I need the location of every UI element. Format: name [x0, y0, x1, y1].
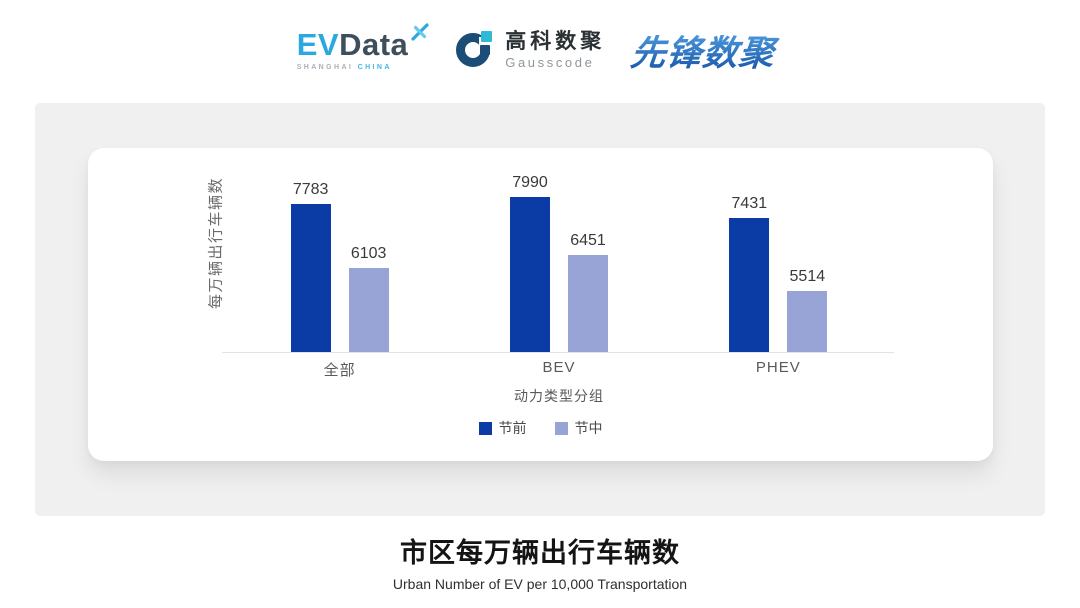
bar-value-label: 7990 — [512, 174, 548, 191]
bar-group-PHEV: 7431 5514 — [669, 181, 888, 352]
gausscode-text: 高科数聚 Gausscode — [505, 30, 605, 70]
category-label-BEV: BEV — [542, 359, 576, 376]
category-label-全部: 全部 — [323, 362, 356, 379]
gausscode-cyan-square — [481, 31, 493, 42]
bar-节前-BEV: 7990 — [509, 174, 550, 352]
xianfeng-logo: 先锋数聚 — [629, 25, 786, 76]
bar-value-label: 6103 — [350, 245, 387, 262]
category-label-PHEV: PHEV — [755, 359, 801, 376]
gausscode-en-name: Gausscode — [505, 55, 595, 71]
chart-title: 市区每万辆出行车辆数 — [400, 538, 680, 568]
legend-label: 节前 — [498, 420, 527, 436]
gausscode-icon — [455, 30, 495, 70]
gausscode-navy-square — [480, 45, 491, 55]
bar-group-BEV: 7990 6451 — [449, 174, 668, 352]
evdata-wordmark: EV Data — [296, 23, 430, 62]
bar-节中-PHEV: 5514 — [787, 268, 828, 352]
chart-panel: 每万辆出行车辆数 7783 6103 7990 6451 7431 5514 全部 BEV P… — [35, 103, 1045, 516]
legend-item-节前: 节前 — [478, 418, 527, 438]
legend-item-节中: 节中 — [554, 418, 603, 438]
bar-value-label: 7783 — [292, 181, 329, 198]
brand-header: EV Data SHANGHAI CHINA 高科数聚 Gausscode 先锋… — [0, 16, 1080, 84]
y-axis-label: 每万辆出行车辆数 — [207, 176, 225, 310]
bar-value-label: 5514 — [789, 268, 826, 285]
bar-节中-全部: 6103 — [348, 245, 389, 352]
legend-label: 节中 — [574, 420, 603, 436]
evdata-logo: EV Data SHANGHAI CHINA — [296, 23, 430, 71]
bar-value-label: 6451 — [570, 232, 606, 249]
bar-value-label: 7431 — [731, 195, 768, 212]
evdata-star-icon — [411, 23, 429, 41]
evdata-subtitle: SHANGHAI CHINA — [297, 64, 430, 71]
chart-card: 每万辆出行车辆数 7783 6103 7990 6451 7431 5514 全部 BEV P… — [88, 148, 993, 461]
evdata-ev-text: EV — [296, 27, 340, 62]
evdata-data-text: Data — [339, 27, 409, 62]
gausscode-logo: 高科数聚 Gausscode — [455, 30, 605, 70]
chart-subtitle: Urban Number of EV per 10,000 Transporta… — [392, 576, 688, 592]
evdata-sub-china: CHINA — [357, 64, 392, 71]
bar-group-全部: 7783 6103 — [230, 181, 449, 352]
plot-area: 7783 6103 7990 6451 7431 5514 — [230, 174, 888, 352]
x-axis-title: 动力类型分组 — [514, 388, 604, 404]
legend-swatch — [554, 421, 568, 435]
x-axis-line — [222, 352, 894, 353]
legend-swatch — [478, 421, 492, 435]
gausscode-cn-name: 高科数聚 — [505, 29, 606, 53]
chart-footer: 市区每万辆出行车辆数 Urban Number of EV per 10,000… — [0, 531, 1080, 592]
bar-节前-PHEV: 7431 — [729, 195, 770, 352]
category-labels-row: 全部 BEV PHEV — [230, 359, 888, 380]
legend: 节前 节中 — [88, 418, 993, 438]
bar-节前-全部: 7783 — [290, 181, 331, 352]
evdata-sub-shanghai: SHANGHAI — [296, 64, 354, 71]
bar-节中-BEV: 6451 — [567, 232, 608, 352]
